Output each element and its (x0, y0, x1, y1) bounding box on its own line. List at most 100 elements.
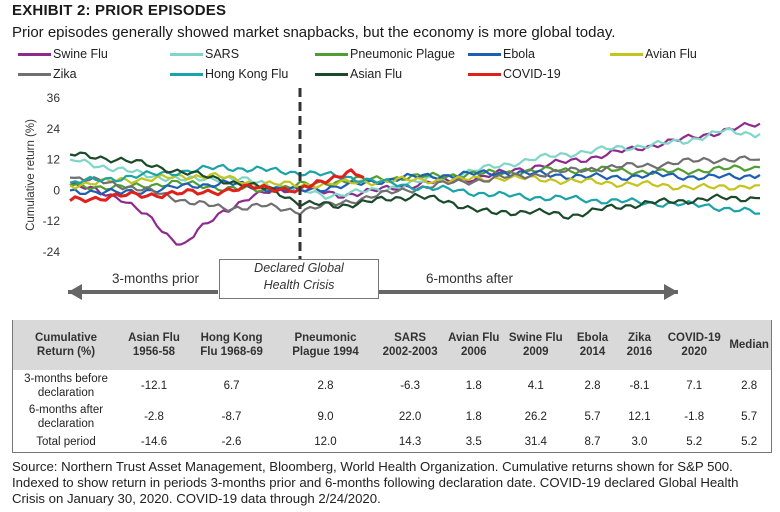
legend-item: Asian Flu (315, 67, 402, 81)
y-tick-label: 24 (47, 122, 61, 136)
legend-item: Avian Flu (610, 47, 697, 61)
legend-label: Hong Kong Flu (205, 67, 289, 81)
table-cell: 2.8 (584, 379, 601, 392)
row-label: 3-months before declaration (24, 372, 108, 399)
legend-swatch (18, 72, 51, 76)
table-cell: -8.1 (629, 379, 650, 392)
table-cell: 1.8 (465, 410, 482, 423)
legend-item: Ebola (468, 47, 535, 61)
before-period-label: 3-months prior (112, 271, 200, 286)
y-tick-label: 0 (53, 183, 60, 197)
legend-swatch (170, 72, 203, 76)
table-header-row: Cumulative Return (%) Asian Flu 1956-58 Ho… (12, 320, 772, 370)
legend-item: Swine Flu (18, 47, 108, 61)
row-label: Total period (36, 436, 96, 448)
table-cell: 4.1 (527, 379, 544, 392)
table-header-episode: Hong Kong Flu 1968-69 (188, 320, 275, 370)
legend-label: Swine Flu (53, 47, 108, 61)
legend-label: Asian Flu (350, 67, 403, 81)
legend-item: SARS (170, 47, 239, 61)
chart-legend: Swine Flu SARS Pneumonic Plague Ebola Avian … (18, 47, 778, 87)
after-period-label: 6-months after (426, 271, 514, 286)
table-cell: 5.7 (584, 410, 601, 423)
row-label: 6-months after declaration (28, 403, 104, 430)
table-cell: 3.0 (631, 436, 648, 448)
event-label-line2: Health Crisis (263, 278, 335, 292)
table-cell: 2.8 (741, 379, 758, 392)
table-cell: 5.7 (741, 410, 758, 423)
table-header-episode: COVID-19 2020 (661, 320, 728, 370)
table-header-episode: Avian Flu 2006 (443, 320, 505, 370)
legend-swatch (610, 52, 643, 56)
series-line-hong-kong-flu (69, 163, 761, 215)
table-cell: 26.2 (524, 410, 547, 423)
table-cell: 12.1 (628, 410, 651, 423)
legend-swatch (170, 52, 203, 56)
legend-label: SARS (205, 47, 240, 61)
event-label-box: Declared Global Health Crisis (219, 259, 379, 299)
legend-swatch (315, 72, 348, 76)
table-cell: 1.8 (465, 379, 482, 392)
legend-item: Pneumonic Plague (315, 47, 455, 61)
series-line-ebola (69, 169, 761, 196)
table-cell: 8.7 (584, 436, 601, 448)
table-row: Total period -14.6 -2.6 12.0 14.3 3.5 31.4 8.7 3… (13, 432, 772, 453)
series-line-zika (69, 155, 761, 216)
table-row: 6-months after declaration -2.8 -8.7 9.0 22.… (13, 401, 772, 432)
table-cell: 31.4 (524, 436, 547, 448)
legend-label: Avian Flu (645, 47, 697, 61)
legend-swatch (18, 52, 51, 56)
legend-label: Zika (53, 67, 77, 81)
table-cell: 22.0 (398, 410, 422, 423)
table-cell: 5.2 (741, 436, 758, 448)
period-arrows (68, 284, 678, 300)
table-header-episode: Pneumonic Plague 1994 (274, 320, 377, 370)
table-header-episode: Median (727, 320, 772, 370)
table-cell: 5.2 (686, 436, 703, 448)
series-line-avian-flu (69, 171, 761, 191)
table-header-metric: Cumulative Return (%) (12, 320, 119, 370)
after-arrow-head (664, 284, 678, 300)
returns-table: Cumulative Return (%) Asian Flu 1956-58 Ho… (12, 320, 772, 453)
table-cell: 7.1 (686, 379, 703, 392)
source-note: Source: Northern Trust Asset Management,… (12, 459, 739, 506)
y-axis: 36 24 12 0 -12 -24 Cumulative return (%) (25, 91, 60, 259)
table-header-episode: Asian Flu 1956-58 (119, 320, 189, 370)
table-cell: 6.7 (223, 379, 240, 392)
table-cell: 14.3 (398, 436, 422, 448)
series-line-sars (69, 127, 761, 201)
event-label-line1: Declared Global (254, 261, 344, 275)
legend-swatch (468, 52, 501, 56)
table-cell: -8.7 (221, 410, 242, 423)
legend-label: Ebola (503, 47, 535, 61)
y-tick-label: -12 (43, 214, 61, 228)
y-tick-label: 12 (47, 153, 61, 167)
legend-swatch (468, 72, 501, 76)
series-line-covid-19 (69, 168, 365, 204)
table-cell: -2.6 (221, 436, 242, 448)
legend-item: COVID-19 (468, 67, 561, 81)
table-cell: -1.8 (684, 410, 705, 423)
table-cell: -2.8 (144, 410, 164, 423)
table-cell: 12.0 (314, 436, 337, 448)
table-header-episode: Swine Flu 2009 (504, 320, 568, 370)
chart-subtitle: Prior episodes generally showed market s… (12, 24, 616, 41)
table-cell: 2.8 (317, 379, 334, 392)
table-header-episode: SARS 2002-2003 (376, 320, 444, 370)
y-tick-label: 36 (47, 91, 61, 105)
table-header-episode: Ebola 2014 (567, 320, 618, 370)
legend-item: Zika (18, 67, 77, 81)
legend-swatch (315, 52, 348, 56)
table-row: 3-months before declaration -12.1 6.7 2.8 -6… (13, 370, 772, 401)
legend-label: COVID-19 (503, 67, 561, 81)
table-cell: -14.6 (140, 436, 168, 448)
exhibit-title: EXHIBIT 2: PRIOR EPISODES (12, 2, 227, 19)
table-header-episode: Zika 2016 (617, 320, 662, 370)
table-cell: 9.0 (317, 410, 334, 423)
series-lines (69, 121, 761, 246)
table-cell: 3.5 (465, 436, 482, 448)
line-chart: 36 24 12 0 -12 -24 Cumulative return (%) (25, 88, 761, 300)
table-cell: -6.3 (400, 379, 421, 392)
series-line-asian-flu (69, 151, 761, 220)
y-axis-title: Cumulative return (%) (25, 119, 37, 231)
